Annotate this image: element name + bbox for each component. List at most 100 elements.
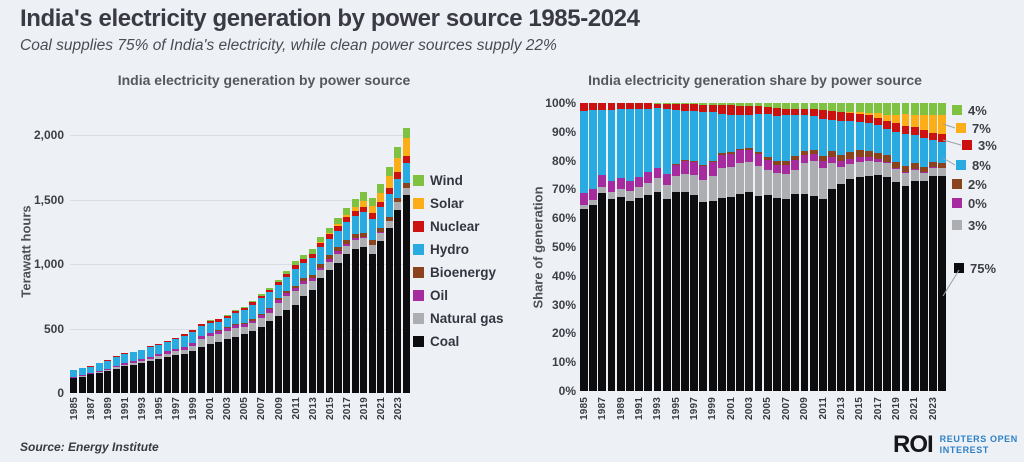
coal-share-segment <box>736 193 745 391</box>
nuclear-share-segment <box>653 103 662 109</box>
hydro-share-segment <box>782 115 791 162</box>
bioenergy-share-segment <box>727 152 735 154</box>
oil-segment <box>104 368 112 370</box>
hydro-share-segment <box>745 114 754 148</box>
solar-segment <box>334 224 342 226</box>
legend-item-wind: Wind <box>413 173 504 188</box>
wind-segment <box>206 320 214 321</box>
wind-segment <box>266 288 274 291</box>
oil-segment <box>189 342 197 346</box>
coal-share-segment <box>717 197 726 391</box>
oil-share-segment <box>690 161 699 176</box>
oil-segment <box>300 281 308 284</box>
hydro-share-segment <box>892 131 901 162</box>
coal-segment <box>377 240 385 393</box>
coal-share-segment <box>874 175 882 391</box>
oil-share-segment <box>681 160 689 174</box>
end-label-solar: 7% <box>956 121 991 136</box>
hydro-share-segment <box>919 137 928 167</box>
hydro-share-segment <box>616 108 625 179</box>
coal-share-segment <box>772 197 781 391</box>
bioenergy-share-segment <box>782 161 791 166</box>
share-bar-1991 <box>635 103 644 391</box>
oil-segment <box>112 365 120 368</box>
nuclear-share-segment <box>580 103 588 112</box>
coal-share-segment <box>653 191 662 391</box>
y-tick-label: 0 <box>57 386 64 400</box>
coal-share-segment <box>708 200 717 391</box>
natural-gas-share-segment <box>580 205 588 209</box>
oil-segment <box>223 328 231 332</box>
end-label-natural-gas: 3% <box>952 218 987 233</box>
wind-segment <box>300 255 308 259</box>
bioenergy-segment <box>249 319 257 321</box>
y-tick-label: 40% <box>551 268 576 283</box>
nuclear-segment <box>189 330 197 333</box>
solar-share-segment <box>874 113 882 118</box>
oil-share-segment <box>910 169 919 170</box>
coal-share-segment <box>607 198 616 391</box>
nuclear-segment <box>385 188 393 195</box>
x-tick-label: 1987 <box>85 397 97 421</box>
natural-gas-share-segment <box>864 161 873 177</box>
oil-share-segment <box>635 176 644 188</box>
hydro-share-segment <box>791 114 800 157</box>
natural-gas-segment <box>95 372 103 373</box>
x-tick-label: 2017 <box>341 397 353 421</box>
solar-segment <box>360 200 368 207</box>
share-bar-1988 <box>607 103 616 391</box>
hydro-share-segment <box>681 110 689 161</box>
oil-share-segment <box>892 167 901 169</box>
bioenergy-share-segment <box>717 153 726 155</box>
oil-share-segment <box>662 174 671 185</box>
x-tick-label: 2013 <box>835 397 847 421</box>
hydro-share-segment <box>580 111 588 193</box>
wind-share-segment <box>892 103 901 115</box>
wind-segment <box>334 218 342 225</box>
hydro-segment <box>300 263 308 279</box>
coal-segment <box>112 368 120 393</box>
natural-gas-share-segment <box>708 176 717 201</box>
wind-share-segment <box>855 103 864 113</box>
left-chart-x-ticks: 1985 1987 1989 1991 1993 1995 1997 1999 2001 2003… <box>69 397 410 437</box>
coal-share-segment <box>809 196 818 391</box>
y-tick-label: 90% <box>551 124 576 139</box>
bioenergy-segment <box>325 255 333 259</box>
wind-share-segment <box>846 103 855 112</box>
oil-share-segment <box>883 161 892 164</box>
share-bar-2009 <box>800 103 809 391</box>
bioenergy-segment <box>394 197 402 202</box>
oil-segment <box>87 372 95 374</box>
wind-share-segment <box>736 103 745 106</box>
oil-segment <box>180 346 188 350</box>
coal-segment <box>129 364 137 393</box>
hydro-share-segment <box>607 110 616 182</box>
bioenergy-share-segment <box>671 163 680 165</box>
natural-gas-segment <box>172 351 180 356</box>
hydro-segment <box>112 356 120 366</box>
nuclear-segment <box>394 172 402 179</box>
bioenergy-swatch <box>952 179 962 189</box>
bar-1999 <box>189 329 197 393</box>
hydro-share-segment <box>828 120 836 151</box>
end-label-value: 4% <box>968 102 987 118</box>
hydro-segment <box>70 370 78 378</box>
nuclear-segment <box>343 217 351 223</box>
share-bar-2005 <box>763 103 772 391</box>
oil-segment <box>274 300 282 304</box>
natural-gas-segment <box>129 362 137 365</box>
y-tick-label: 1,500 <box>33 192 64 207</box>
legend-label: Natural gas <box>430 311 504 326</box>
natural-gas-share-segment <box>883 163 892 177</box>
bar-1987 <box>87 366 95 393</box>
share-bar-2002 <box>736 103 745 391</box>
x-tick-label: 2007 <box>256 397 268 421</box>
oil-share-segment <box>717 154 726 168</box>
nuclear-segment <box>402 156 410 164</box>
hydro-segment <box>368 219 376 241</box>
x-tick-label: 2011 <box>290 397 302 420</box>
oil-segment <box>232 325 240 329</box>
oil-segment <box>78 375 86 377</box>
coal-segment <box>385 227 393 393</box>
legend-item-nuclear: Nuclear <box>413 219 504 234</box>
